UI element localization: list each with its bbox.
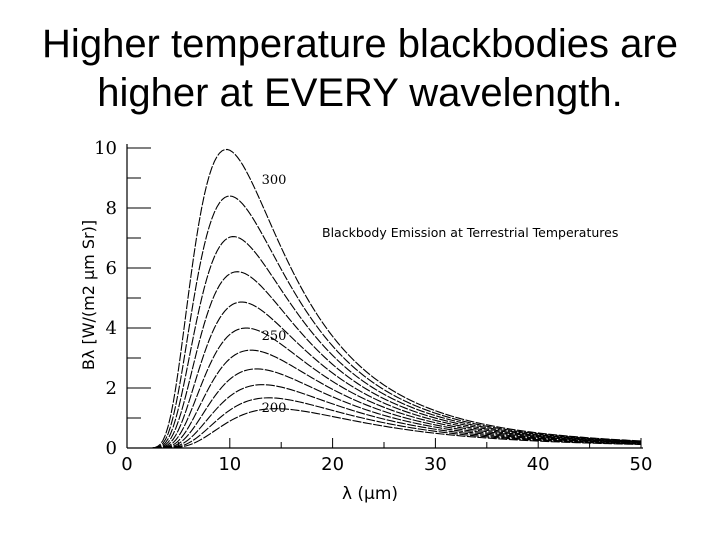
curve-label-250: 250 [262, 329, 287, 344]
x-tick-label: 30 [424, 454, 447, 475]
blackbody-curve-260K [152, 301, 642, 449]
chart-labels: Blackbody Emission at Terrestrial Temper… [79, 138, 652, 504]
curve-label-300: 300 [262, 173, 287, 188]
chart-curves [152, 148, 642, 449]
chart-title: Blackbody Emission at Terrestrial Temper… [322, 225, 618, 240]
chart-axes [126, 144, 643, 449]
curve-label-200: 200 [262, 401, 287, 416]
blackbody-curve-280K [152, 236, 642, 449]
y-tick-label: 2 [106, 378, 117, 399]
blackbody-curve-240K [152, 349, 642, 449]
blackbody-curve-210K [152, 397, 642, 449]
slide-title: Higher temperature blackbodies are highe… [0, 20, 720, 118]
blackbody-curve-290K [152, 195, 642, 449]
y-tick-label: 6 [106, 258, 117, 279]
blackbody-curve-250K [152, 327, 642, 449]
y-tick-label: 8 [106, 198, 117, 219]
slide-title-line-1: Higher temperature blackbodies are [42, 22, 678, 66]
y-tick-label: 10 [94, 138, 117, 159]
blackbody-curve-270K [152, 271, 642, 449]
blackbody-curve-300K [152, 148, 642, 449]
blackbody-curve-230K [152, 368, 642, 449]
y-tick-label: 0 [106, 438, 117, 459]
x-tick-label: 20 [321, 454, 344, 475]
blackbody-curve-200K [152, 408, 642, 449]
x-tick-label: 50 [630, 454, 653, 475]
x-tick-label: 40 [527, 454, 550, 475]
x-tick-label: 0 [121, 454, 132, 475]
x-tick-label: 10 [218, 454, 241, 475]
x-axis-label: λ (μm) [342, 484, 398, 504]
slide-title-line-2: higher at EVERY wavelength. [97, 71, 623, 115]
blackbody-curve-220K [152, 384, 642, 449]
y-tick-label: 4 [106, 318, 117, 339]
y-axis-label: Bλ [W/(m2 μm Sr)] [79, 220, 98, 370]
